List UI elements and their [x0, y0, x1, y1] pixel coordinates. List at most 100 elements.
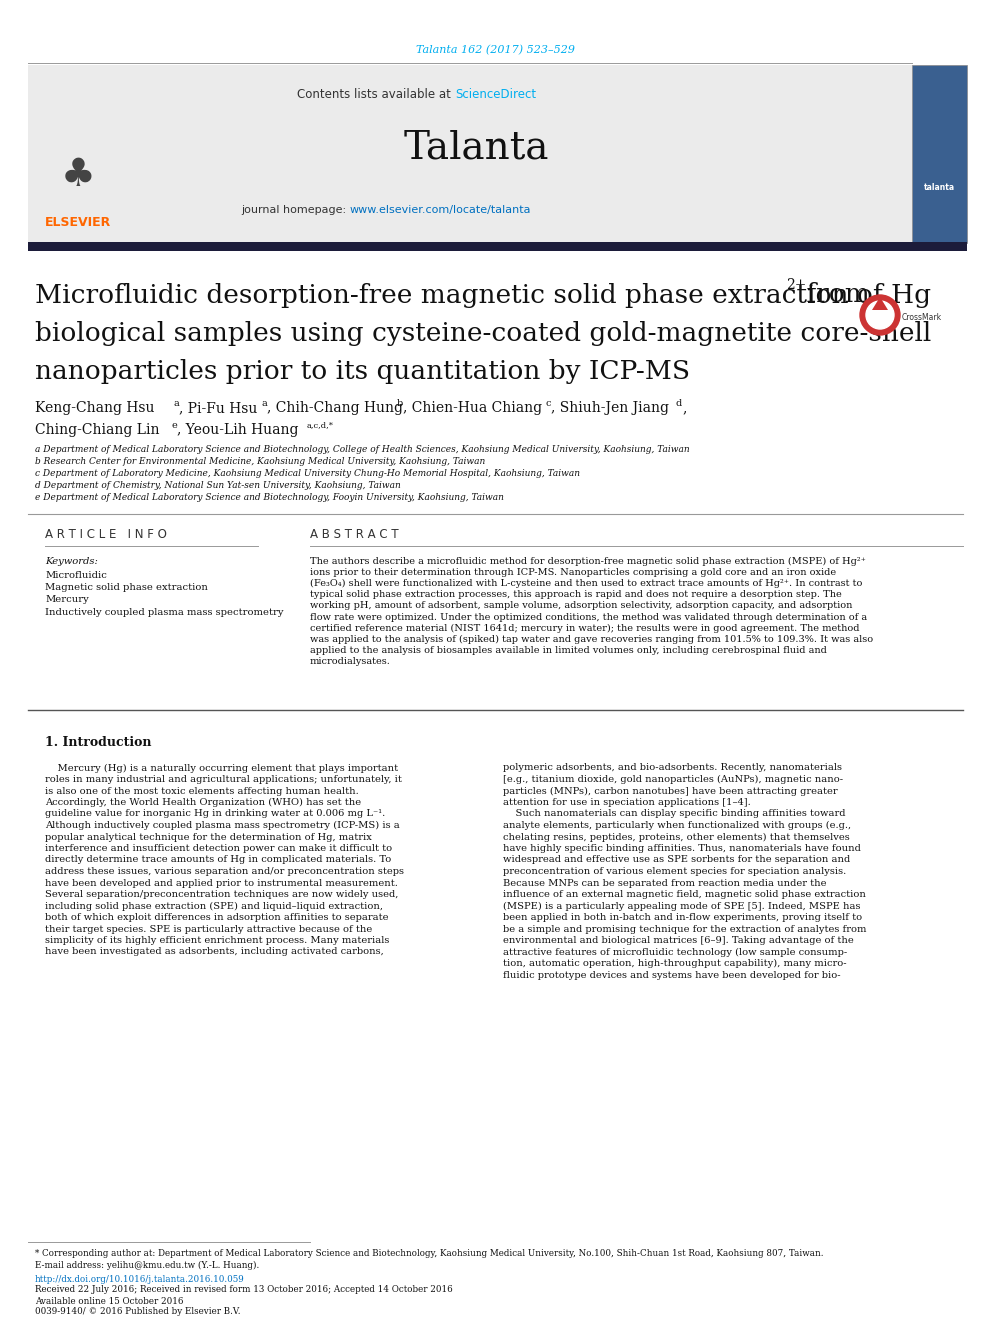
Bar: [28, 242, 967, 251]
Circle shape: [860, 295, 900, 335]
Text: been applied in both in-batch and in-flow experiments, proving itself to: been applied in both in-batch and in-flo…: [503, 913, 862, 922]
Text: a Department of Medical Laboratory Science and Biotechnology, College of Health : a Department of Medical Laboratory Scien…: [35, 446, 689, 455]
Text: widespread and effective use as SPE sorbents for the separation and: widespread and effective use as SPE sorb…: [503, 856, 850, 864]
Text: , Chien-Hua Chiang: , Chien-Hua Chiang: [403, 401, 542, 415]
Text: , Yeou-Lih Huang: , Yeou-Lih Huang: [177, 423, 299, 437]
Text: www.elsevier.com/locate/talanta: www.elsevier.com/locate/talanta: [350, 205, 532, 216]
Text: flow rate were optimized. Under the optimized conditions, the method was validat: flow rate were optimized. Under the opti…: [310, 613, 867, 622]
Text: Talanta 162 (2017) 523–529: Talanta 162 (2017) 523–529: [417, 45, 575, 56]
Text: Inductively coupled plasma mass spectrometry: Inductively coupled plasma mass spectrom…: [45, 609, 284, 617]
Text: c: c: [545, 398, 551, 407]
Text: fluidic prototype devices and systems have been developed for bio-: fluidic prototype devices and systems ha…: [503, 971, 840, 979]
Text: e: e: [171, 421, 177, 430]
Text: E-mail address: yelihu@kmu.edu.tw (Y.-L. Huang).: E-mail address: yelihu@kmu.edu.tw (Y.-L.…: [35, 1261, 259, 1270]
Text: ,: ,: [682, 401, 686, 415]
Text: working pH, amount of adsorbent, sample volume, adsorption selectivity, adsorpti: working pH, amount of adsorbent, sample …: [310, 601, 852, 610]
Text: simplicity of its highly efficient enrichment process. Many materials: simplicity of its highly efficient enric…: [45, 935, 390, 945]
Text: Mercury: Mercury: [45, 595, 88, 605]
Text: Because MNPs can be separated from reaction media under the: Because MNPs can be separated from react…: [503, 878, 826, 888]
Text: , Pi-Fu Hsu: , Pi-Fu Hsu: [179, 401, 257, 415]
Text: Keywords:: Keywords:: [45, 557, 98, 565]
Text: environmental and biological matrices [6–9]. Taking advantage of the: environmental and biological matrices [6…: [503, 935, 854, 945]
Text: Ching-Chiang Lin: Ching-Chiang Lin: [35, 423, 160, 437]
Text: chelating resins, peptides, proteins, other elements) that themselves: chelating resins, peptides, proteins, ot…: [503, 832, 850, 841]
Text: biological samples using cysteine-coated gold-magnetite core-shell: biological samples using cysteine-coated…: [35, 320, 931, 345]
Text: c Department of Laboratory Medicine, Kaohsiung Medical University Chung-Ho Memor: c Department of Laboratory Medicine, Kao…: [35, 470, 580, 479]
Text: 1. Introduction: 1. Introduction: [45, 736, 152, 749]
Text: The authors describe a microfluidic method for desorption-free magnetic solid ph: The authors describe a microfluidic meth…: [310, 557, 866, 565]
Text: was applied to the analysis of (spiked) tap water and gave recoveries ranging fr: was applied to the analysis of (spiked) …: [310, 635, 873, 644]
Text: influence of an external magnetic field, magnetic solid phase extraction: influence of an external magnetic field,…: [503, 890, 866, 900]
Bar: [28, 65, 912, 243]
Text: a,c,d,*: a,c,d,*: [307, 421, 334, 429]
Text: interference and insufficient detection power can make it difficult to: interference and insufficient detection …: [45, 844, 392, 853]
Text: attractive features of microfluidic technology (low sample consump-: attractive features of microfluidic tech…: [503, 947, 847, 957]
Text: have been investigated as adsorbents, including activated carbons,: have been investigated as adsorbents, in…: [45, 947, 384, 957]
Text: a: a: [173, 398, 179, 407]
Text: applied to the analysis of biosamples available in limited volumes only, includi: applied to the analysis of biosamples av…: [310, 646, 827, 655]
Text: Accordingly, the World Health Organization (WHO) has set the: Accordingly, the World Health Organizati…: [45, 798, 361, 807]
Text: CrossMark: CrossMark: [902, 312, 942, 321]
Text: [e.g., titanium dioxide, gold nanoparticles (AuNPs), magnetic nano-: [e.g., titanium dioxide, gold nanopartic…: [503, 775, 843, 785]
Text: ScienceDirect: ScienceDirect: [455, 89, 536, 102]
Text: b Research Center for Environmental Medicine, Kaohsiung Medical University, Kaoh: b Research Center for Environmental Medi…: [35, 458, 485, 467]
Text: Microfluidic: Microfluidic: [45, 570, 107, 579]
Text: microdialysates.: microdialysates.: [310, 658, 391, 667]
Text: preconcentration of various element species for speciation analysis.: preconcentration of various element spec…: [503, 867, 846, 876]
Text: (MSPE) is a particularly appealing mode of SPE [5]. Indeed, MSPE has: (MSPE) is a particularly appealing mode …: [503, 901, 860, 910]
Text: Microfluidic desorption-free magnetic solid phase extraction of Hg: Microfluidic desorption-free magnetic so…: [35, 283, 931, 307]
Text: Magnetic solid phase extraction: Magnetic solid phase extraction: [45, 583, 208, 591]
Text: have highly specific binding affinities. Thus, nanomaterials have found: have highly specific binding affinities.…: [503, 844, 861, 853]
Text: * Corresponding author at: Department of Medical Laboratory Science and Biotechn: * Corresponding author at: Department of…: [35, 1249, 823, 1258]
Text: (Fe₃O₄) shell were functionalized with L-cysteine and then used to extract trace: (Fe₃O₄) shell were functionalized with L…: [310, 579, 862, 587]
Text: journal homepage:: journal homepage:: [241, 205, 350, 216]
Text: typical solid phase extraction processes, this approach is rapid and does not re: typical solid phase extraction processes…: [310, 590, 842, 599]
Text: both of which exploit differences in adsorption affinities to separate: both of which exploit differences in ads…: [45, 913, 389, 922]
Circle shape: [866, 302, 894, 329]
Text: from: from: [798, 283, 870, 307]
Text: Received 22 July 2016; Received in revised form 13 October 2016; Accepted 14 Oct: Received 22 July 2016; Received in revis…: [35, 1286, 452, 1294]
Text: guideline value for inorganic Hg in drinking water at 0.006 mg L⁻¹.: guideline value for inorganic Hg in drin…: [45, 810, 385, 819]
Text: be a simple and promising technique for the extraction of analytes from: be a simple and promising technique for …: [503, 925, 866, 934]
Text: talanta: talanta: [924, 184, 954, 193]
Text: popular analytical technique for the determination of Hg, matrix: popular analytical technique for the det…: [45, 832, 372, 841]
Text: Although inductively coupled plasma mass spectrometry (ICP-MS) is a: Although inductively coupled plasma mass…: [45, 822, 400, 830]
Text: 2+: 2+: [786, 278, 806, 292]
Text: certified reference material (NIST 1641d; mercury in water); the results were in: certified reference material (NIST 1641d…: [310, 623, 859, 632]
Text: d Department of Chemistry, National Sun Yat-sen University, Kaohsiung, Taiwan: d Department of Chemistry, National Sun …: [35, 482, 401, 491]
Text: Several separation/preconcentration techniques are now widely used,: Several separation/preconcentration tech…: [45, 890, 399, 900]
Text: ♣: ♣: [61, 156, 95, 194]
Text: have been developed and applied prior to instrumental measurement.: have been developed and applied prior to…: [45, 878, 398, 888]
Text: address these issues, various separation and/or preconcentration steps: address these issues, various separation…: [45, 867, 404, 876]
Text: polymeric adsorbents, and bio-adsorbents. Recently, nanomaterials: polymeric adsorbents, and bio-adsorbents…: [503, 763, 842, 773]
Text: is also one of the most toxic elements affecting human health.: is also one of the most toxic elements a…: [45, 786, 359, 795]
Text: a: a: [261, 398, 267, 407]
Text: Mercury (Hg) is a naturally occurring element that plays important: Mercury (Hg) is a naturally occurring el…: [45, 763, 398, 773]
Text: A B S T R A C T: A B S T R A C T: [310, 528, 399, 541]
Text: b: b: [397, 398, 404, 407]
Text: roles in many industrial and agricultural applications; unfortunately, it: roles in many industrial and agricultura…: [45, 775, 402, 785]
Text: Contents lists available at: Contents lists available at: [298, 89, 455, 102]
Text: particles (MNPs), carbon nanotubes] have been attracting greater: particles (MNPs), carbon nanotubes] have…: [503, 786, 837, 795]
Text: Such nanomaterials can display specific binding affinities toward: Such nanomaterials can display specific …: [503, 810, 845, 819]
Text: attention for use in speciation applications [1–4].: attention for use in speciation applicat…: [503, 798, 751, 807]
Text: analyte elements, particularly when functionalized with groups (e.g.,: analyte elements, particularly when func…: [503, 822, 851, 830]
Text: ELSEVIER: ELSEVIER: [45, 216, 111, 229]
Text: Talanta: Talanta: [404, 130, 549, 167]
Text: Available online 15 October 2016: Available online 15 October 2016: [35, 1297, 184, 1306]
Text: A R T I C L E   I N F O: A R T I C L E I N F O: [45, 528, 167, 541]
Text: , Chih-Chang Hung: , Chih-Chang Hung: [267, 401, 403, 415]
Polygon shape: [872, 296, 888, 310]
Text: Keng-Chang Hsu: Keng-Chang Hsu: [35, 401, 155, 415]
Text: 0039-9140/ © 2016 Published by Elsevier B.V.: 0039-9140/ © 2016 Published by Elsevier …: [35, 1307, 240, 1316]
Bar: [912, 65, 967, 243]
Text: tion, automatic operation, high-throughput capability), many micro-: tion, automatic operation, high-throughp…: [503, 959, 846, 968]
Text: ions prior to their determination through ICP-MS. Nanoparticles comprising a gol: ions prior to their determination throug…: [310, 568, 836, 577]
Text: directly determine trace amounts of Hg in complicated materials. To: directly determine trace amounts of Hg i…: [45, 856, 391, 864]
Text: their target species. SPE is particularly attractive because of the: their target species. SPE is particularl…: [45, 925, 372, 934]
Text: e Department of Medical Laboratory Science and Biotechnology, Fooyin University,: e Department of Medical Laboratory Scien…: [35, 493, 504, 503]
Text: including solid phase extraction (SPE) and liquid–liquid extraction,: including solid phase extraction (SPE) a…: [45, 901, 383, 910]
Text: http://dx.doi.org/10.1016/j.talanta.2016.10.059: http://dx.doi.org/10.1016/j.talanta.2016…: [35, 1274, 245, 1283]
Text: , Shiuh-Jen Jiang: , Shiuh-Jen Jiang: [551, 401, 669, 415]
Text: nanoparticles prior to its quantitation by ICP-MS: nanoparticles prior to its quantitation …: [35, 359, 690, 384]
